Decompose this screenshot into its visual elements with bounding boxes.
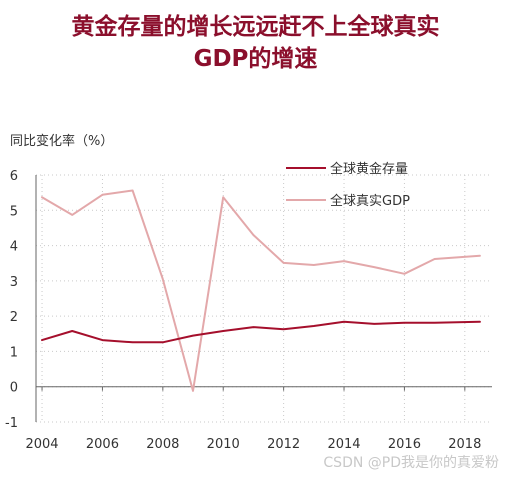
y-tick-label: 4	[10, 240, 18, 255]
chart-title-line-2: GDP的增速	[193, 46, 318, 72]
watermark: CSDN @PD我是你的真爱粉	[323, 455, 499, 471]
y-tick-label: 1	[10, 345, 18, 360]
x-tick-label: 2014	[327, 437, 360, 452]
series-line-1	[41, 189, 481, 392]
x-tick-label: 2010	[207, 437, 240, 452]
y-tick-label: 6	[10, 169, 18, 184]
x-tick-label: 2016	[388, 437, 421, 452]
series-lines	[41, 189, 481, 392]
legend-label-0: 全球黄金存量	[330, 161, 408, 177]
y-tick-label: 5	[10, 204, 18, 219]
x-tick-label: 2004	[25, 437, 58, 452]
y-axis-label: 同比变化率（%）	[10, 134, 114, 149]
y-tick-label: -1	[5, 416, 18, 431]
axes	[35, 175, 492, 422]
y-tick-label: 2	[10, 310, 18, 325]
tick-labels: -1 0 1 2 3 4 5 6 2004 2006 2008 2010 2012 2014 2016 201…	[5, 169, 481, 452]
chart-title-line-1: 黄金存量的增长远远赶不上全球真实	[71, 14, 440, 40]
x-tick-label: 2006	[86, 437, 119, 452]
x-tick-label: 2012	[267, 437, 300, 452]
y-tick-label: 3	[10, 275, 18, 290]
grid-lines	[36, 174, 492, 423]
legend-label-1: 全球真实GDP	[330, 193, 410, 209]
series-line-0	[41, 320, 481, 344]
x-tick-label: 2008	[146, 437, 179, 452]
x-tick-label: 2018	[448, 437, 481, 452]
y-tick-label: 0	[10, 381, 18, 396]
